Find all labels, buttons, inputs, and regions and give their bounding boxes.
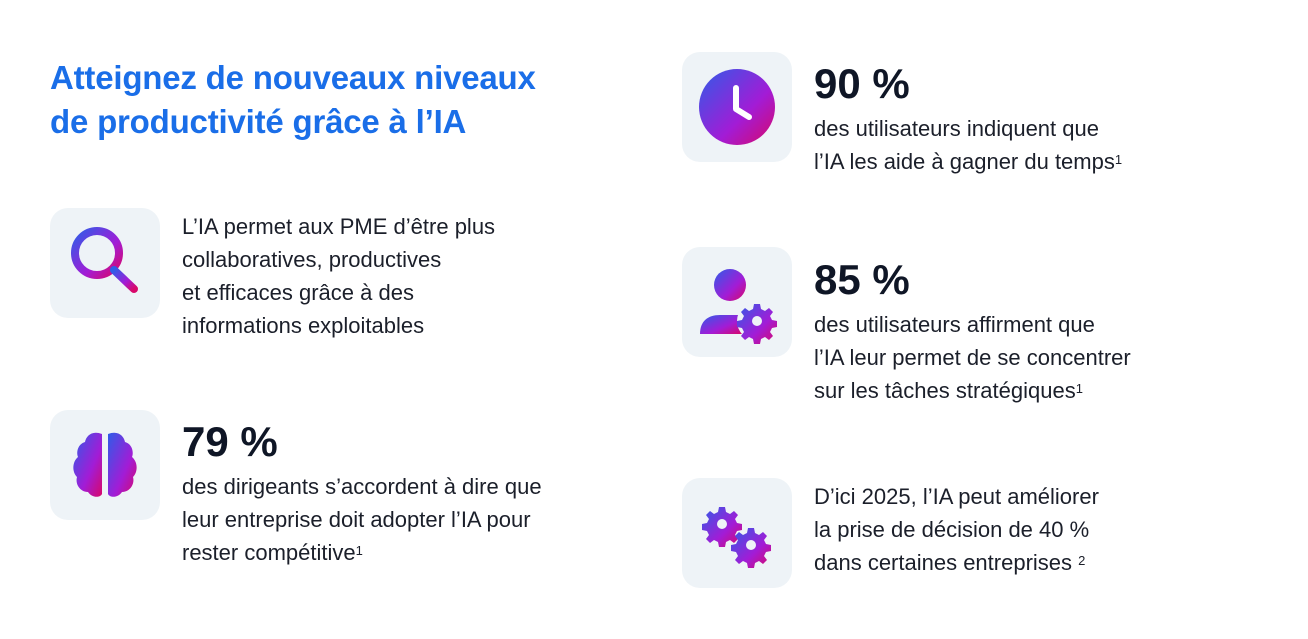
decision-text: D’ici 2025, l’IA peut améliorer la prise …: [814, 484, 1099, 575]
search-text: L’IA permet aux PME d’être plus collabora…: [182, 214, 496, 338]
stat-85: 85 % des utilisateurs affirment que l’IA …: [814, 256, 1131, 403]
brain-icon-tile: [50, 410, 160, 520]
page-title: Atteignez de nouveaux niveaux de product…: [50, 59, 536, 140]
brain-icon: [73, 432, 137, 497]
user-gear-icon: [700, 269, 777, 344]
gears-icon: [702, 507, 771, 568]
user-gear-icon-tile: [682, 247, 792, 357]
clock-icon-tile: [682, 52, 792, 162]
clock-icon: [699, 69, 775, 145]
search-icon-tile: [50, 208, 160, 318]
gears-icon-tile: [682, 478, 792, 588]
stat-90: 90 % des utilisateurs indiquent que l’IA …: [814, 60, 1123, 174]
stat-79: 79 % des dirigeants s’accordent à dire q…: [182, 418, 542, 565]
search-icon: [71, 227, 138, 293]
